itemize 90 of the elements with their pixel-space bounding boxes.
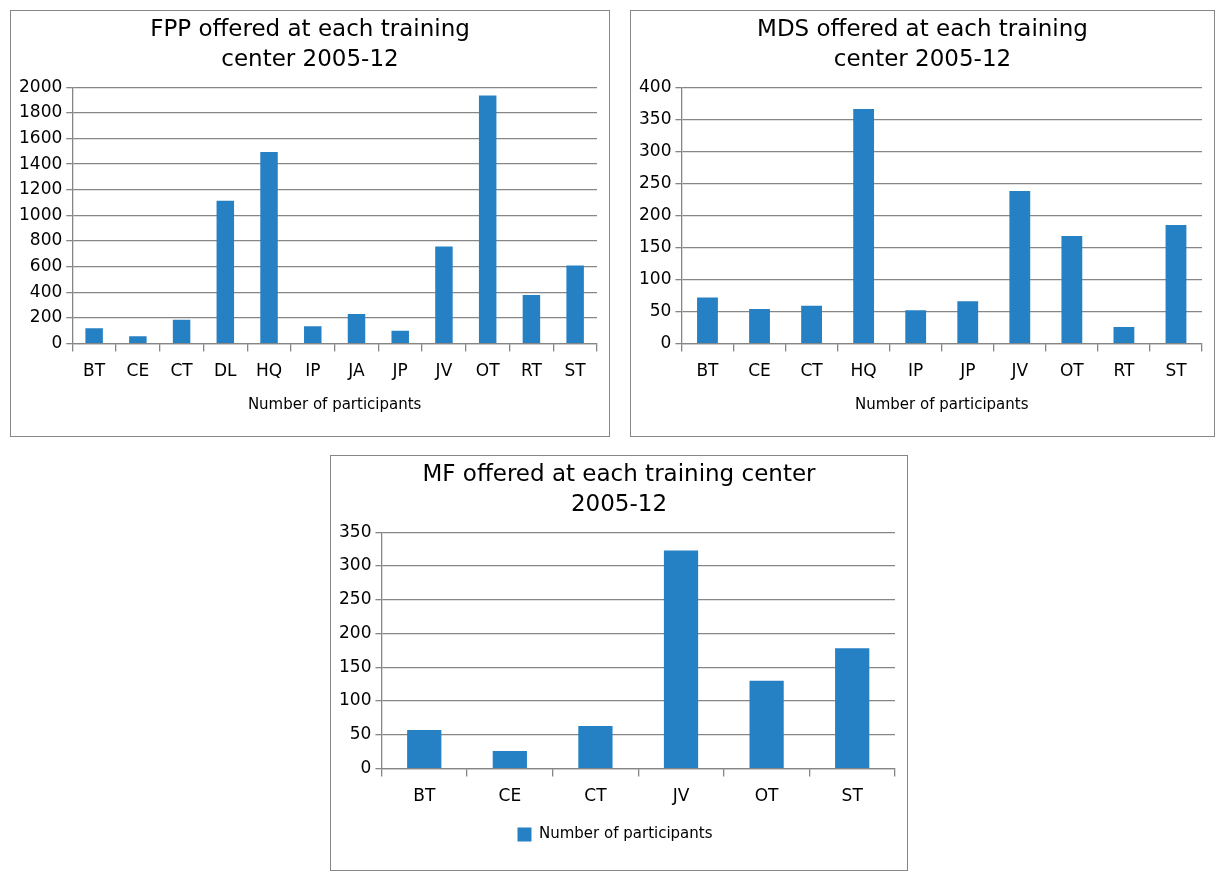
bar (347, 314, 366, 343)
bar (304, 326, 322, 343)
y-tick-label: 200 (638, 203, 672, 224)
x-tick-label: JP (391, 360, 408, 381)
x-tick-label: RT (1113, 360, 1136, 381)
y-tick-label: 1600 (19, 126, 63, 147)
bar (172, 319, 191, 343)
x-tick-label: CE (748, 360, 771, 381)
x-tick-label: JV (1010, 360, 1029, 381)
y-tick-label: 0 (360, 757, 372, 778)
x-tick-label: HQ (255, 360, 283, 381)
x-tick-label: BT (83, 360, 106, 381)
x-tick-label: IP (305, 360, 321, 381)
x-tick-label: ST (1165, 360, 1188, 381)
y-tick-label: 100 (638, 267, 672, 288)
y-tick-label: 800 (29, 229, 63, 250)
y-tick-label: 200 (29, 306, 63, 327)
bar (578, 726, 613, 768)
chart-title: FPP offered at each training center 2005-12 (149, 14, 471, 73)
bar (129, 336, 147, 343)
bar (260, 151, 278, 343)
y-tick-label: 300 (338, 554, 372, 575)
y-tick-label: 400 (638, 75, 672, 96)
y-tick-label: 0 (660, 332, 672, 353)
x-tick-label: RT (520, 360, 543, 381)
bar (391, 330, 409, 343)
y-tick-label: 350 (638, 107, 672, 128)
y-tick-label: 2000 (19, 75, 63, 96)
x-tick-label: JP (959, 360, 976, 381)
y-tick-label: 100 (338, 689, 372, 710)
bar (1009, 191, 1031, 343)
chart-title: MF offered at each training center 2005-12 (421, 459, 817, 518)
legend-label: Number of participants (538, 824, 713, 843)
x-tick-label: IP (908, 360, 924, 381)
y-tick-label: 300 (638, 139, 672, 160)
x-tick-label: BT (696, 360, 720, 381)
bar (697, 297, 718, 343)
bar (801, 305, 822, 343)
bar (216, 200, 235, 343)
bar (663, 550, 699, 768)
bar (749, 308, 770, 343)
bar (835, 648, 870, 768)
x-tick-label: OT (475, 360, 501, 381)
bar (1061, 235, 1083, 343)
y-tick-label: 200 (338, 621, 372, 642)
y-tick-label: 50 (349, 723, 372, 744)
bar (85, 328, 103, 343)
x-tick-label: JA (347, 360, 366, 381)
bar (435, 246, 453, 343)
bar (1165, 225, 1187, 343)
bar (853, 108, 875, 343)
x-axis-title: Number of participants (854, 394, 1029, 413)
y-tick-label: 1400 (19, 152, 63, 173)
y-tick-label: 350 (338, 520, 372, 541)
x-tick-label: JV (671, 785, 690, 806)
bar (492, 751, 527, 768)
bar (957, 301, 979, 343)
x-tick-label: CE (126, 360, 150, 381)
y-tick-label: 150 (338, 655, 372, 676)
x-tick-label: CT (800, 360, 824, 381)
bar (905, 310, 927, 343)
y-tick-label: 1800 (19, 101, 63, 122)
x-axis-title: Number of participants (247, 394, 422, 413)
y-tick-label: 150 (638, 235, 672, 256)
x-tick-label: OT (1059, 360, 1085, 381)
x-tick-label: OT (754, 785, 780, 806)
y-tick-label: 1200 (19, 178, 63, 199)
bar (749, 680, 784, 768)
x-tick-label: JV (434, 360, 453, 381)
x-tick-label: CT (584, 785, 608, 806)
x-tick-label: CE (498, 785, 522, 806)
y-tick-label: 50 (649, 299, 672, 320)
bar (478, 95, 497, 343)
chart-title: MDS offered at each training center 2005-12 (756, 14, 1089, 73)
x-tick-label: DL (214, 360, 238, 381)
bar (522, 294, 541, 343)
x-tick-label: CT (170, 360, 194, 381)
x-tick-label: HQ (850, 360, 877, 381)
x-tick-label: ST (841, 785, 864, 806)
bar (407, 730, 442, 768)
bar (1113, 326, 1135, 343)
y-tick-label: 600 (29, 255, 63, 276)
x-tick-label: BT (413, 785, 436, 806)
y-tick-label: 1000 (19, 203, 63, 224)
y-tick-label: 250 (338, 588, 372, 609)
y-tick-label: 250 (638, 171, 672, 192)
x-tick-label: ST (564, 360, 587, 381)
y-tick-label: 400 (29, 280, 63, 301)
bar (566, 265, 584, 343)
y-tick-label: 0 (51, 332, 63, 353)
